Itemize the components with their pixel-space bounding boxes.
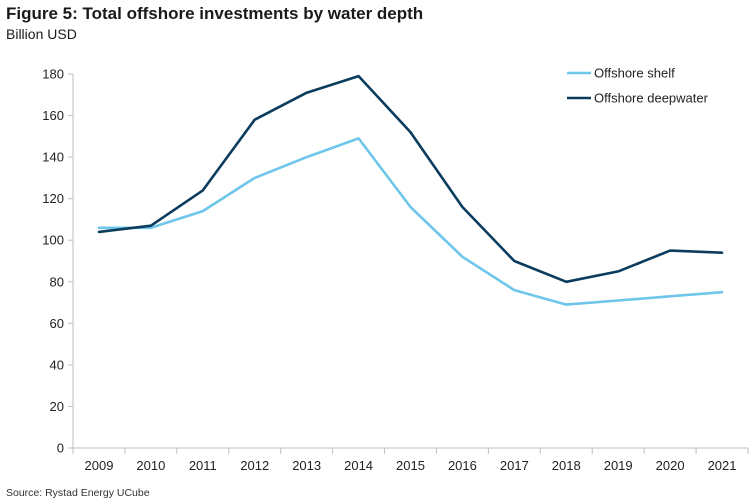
y-tick-label: 80 [50,274,64,289]
x-tick-label: 2016 [448,458,477,473]
x-tick-label: 2017 [500,458,529,473]
x-tick-label: 2010 [136,458,165,473]
x-tick-label: 2021 [708,458,737,473]
x-tick-label: 2013 [292,458,321,473]
source-note: Source: Rystad Energy UCube [6,487,150,499]
y-tick-label: 0 [57,441,64,456]
y-tick-label: 20 [50,399,64,414]
y-tick-label: 100 [42,233,64,248]
legend-label: Offshore deepwater [594,91,709,106]
x-tick-label: 2019 [604,458,633,473]
y-tick-label: 180 [42,67,64,82]
x-tick-label: 2020 [656,458,685,473]
x-tick-label: 2014 [344,458,373,473]
x-tick-label: 2015 [396,458,425,473]
x-tick-label: 2011 [189,458,217,473]
series-line-offshore-shelf [97,137,724,306]
y-tick-label: 40 [50,357,64,372]
legend-label: Offshore shelf [594,66,675,81]
x-tick-label: 2009 [85,458,114,473]
chart-title: Figure 5: Total offshore investments by … [6,4,424,23]
y-tick-label: 160 [42,108,64,123]
y-tick-label: 120 [42,191,64,206]
chart-subtitle: Billion USD [6,26,77,42]
series-line-offshore-deepwater [97,74,724,284]
y-tick-label: 140 [42,150,64,165]
y-tick-label: 60 [50,316,64,331]
x-tick-label: 2018 [552,458,581,473]
x-tick-label: 2012 [240,458,269,473]
